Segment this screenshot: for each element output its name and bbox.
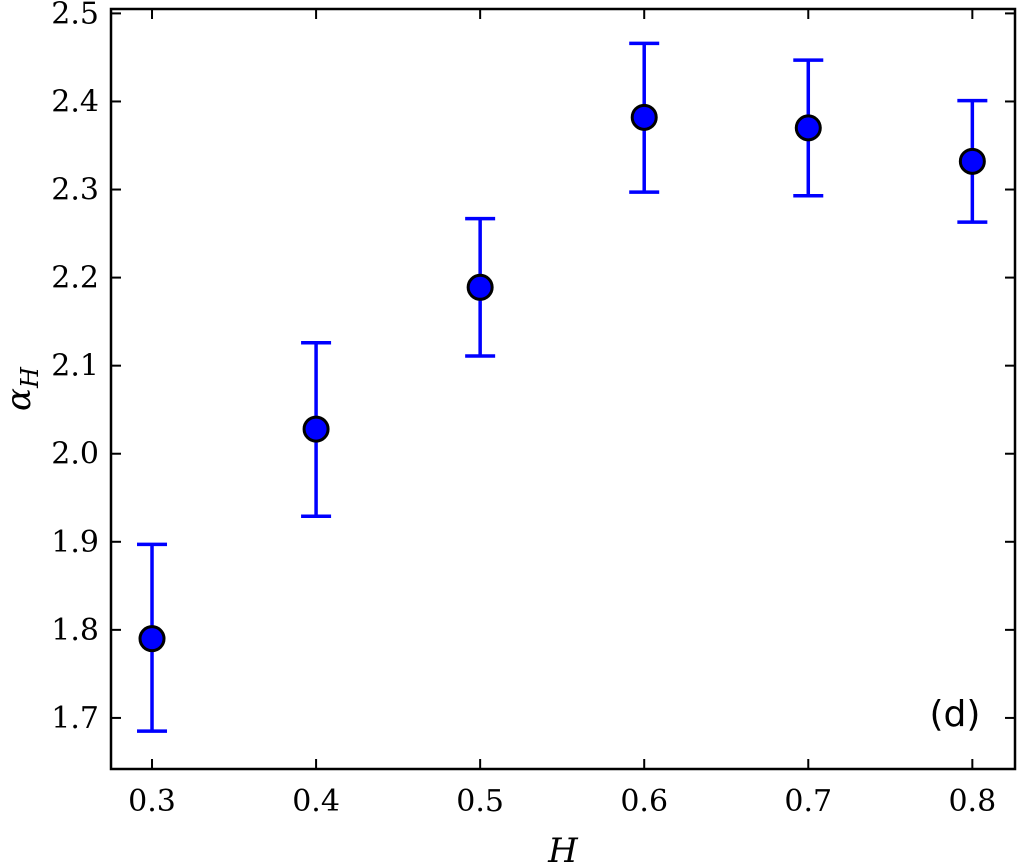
y-tick-label: 2.2 [51, 261, 99, 296]
y-axis-label: α [0, 388, 39, 411]
data-point-group [465, 216, 496, 358]
y-tick-label: 2.3 [51, 173, 99, 208]
y-tick-label: 2.0 [51, 437, 99, 472]
x-tick-label: 0.7 [784, 784, 832, 819]
data-point [794, 114, 822, 142]
y-tick-label: 1.7 [51, 701, 99, 736]
y-tick-label: 2.4 [51, 84, 99, 119]
data-point [138, 625, 166, 653]
data-point-group [301, 341, 332, 519]
data-point-group [629, 41, 660, 194]
y-tick-label: 1.9 [51, 525, 99, 560]
x-tick-label: 0.3 [128, 784, 176, 819]
data-point [630, 103, 658, 131]
data-point [302, 415, 330, 443]
svg-text:αH: αH [0, 366, 44, 411]
x-tick-label: 0.5 [456, 784, 504, 819]
x-tick-label: 0.4 [292, 784, 340, 819]
y-axis-label-group: αH [0, 366, 44, 411]
x-tick-label: 0.6 [620, 784, 668, 819]
axes-frame [109, 7, 1017, 771]
data-point-group [137, 542, 168, 733]
y-tick-label: 2.5 [51, 0, 99, 31]
ticks: 0.3 0.4 0.5 0.6 0.7 0.8 1.7 1.8 1.9 2.0 2.1 2.2 2.3 2… [51, 0, 1015, 819]
y-axis-label-subscript: H [16, 366, 44, 389]
data-point-group [957, 98, 988, 224]
data-point [958, 147, 986, 175]
plot-area [137, 41, 988, 733]
y-tick-label: 1.8 [51, 613, 99, 648]
x-tick-label: 0.8 [948, 784, 996, 819]
panel-label: (d) [930, 694, 981, 735]
data-point [466, 273, 494, 301]
y-tick-label: 2.1 [51, 349, 99, 384]
data-point-group [793, 58, 824, 198]
x-axis-label: H [547, 831, 579, 866]
